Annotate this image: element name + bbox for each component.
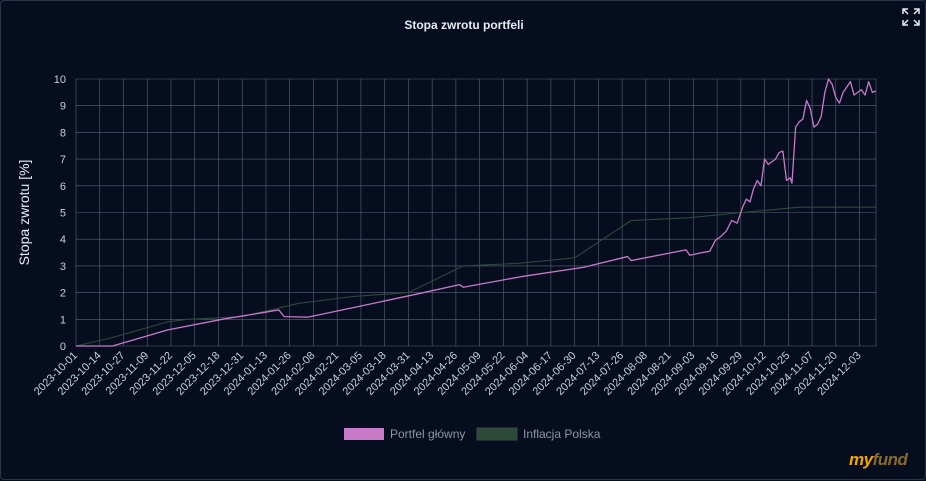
y-tick-label: 4: [60, 234, 66, 246]
y-tick-label: 0: [60, 341, 66, 353]
y-tick-label: 10: [54, 74, 66, 86]
fullscreen-expand-icon[interactable]: [900, 6, 922, 28]
chart-title: Stopa zwrotu portfeli: [404, 18, 524, 32]
legend-swatch-portfel: [344, 428, 384, 440]
y-tick-label: 6: [60, 181, 66, 193]
legend-label-portfel: Portfel główny: [390, 427, 465, 441]
series-line-inflacja: [75, 206, 876, 347]
y-tick-label: 5: [60, 208, 66, 220]
y-tick-label: 1: [60, 314, 66, 326]
y-tick-label: 8: [60, 127, 66, 139]
myfund-logo: myfund: [849, 450, 908, 469]
y-axis-title: Stopa zwrotu [%]: [16, 160, 32, 266]
y-tick-label: 9: [60, 101, 66, 113]
y-tick-label: 3: [60, 261, 66, 273]
y-tick-label: 2: [60, 288, 66, 300]
series-line-portfel: [76, 78, 877, 347]
legend-label-inflacja: Inflacja Polska: [523, 427, 601, 441]
y-tick-label: 7: [60, 154, 66, 166]
legend-swatch-inflacja: [476, 427, 518, 441]
